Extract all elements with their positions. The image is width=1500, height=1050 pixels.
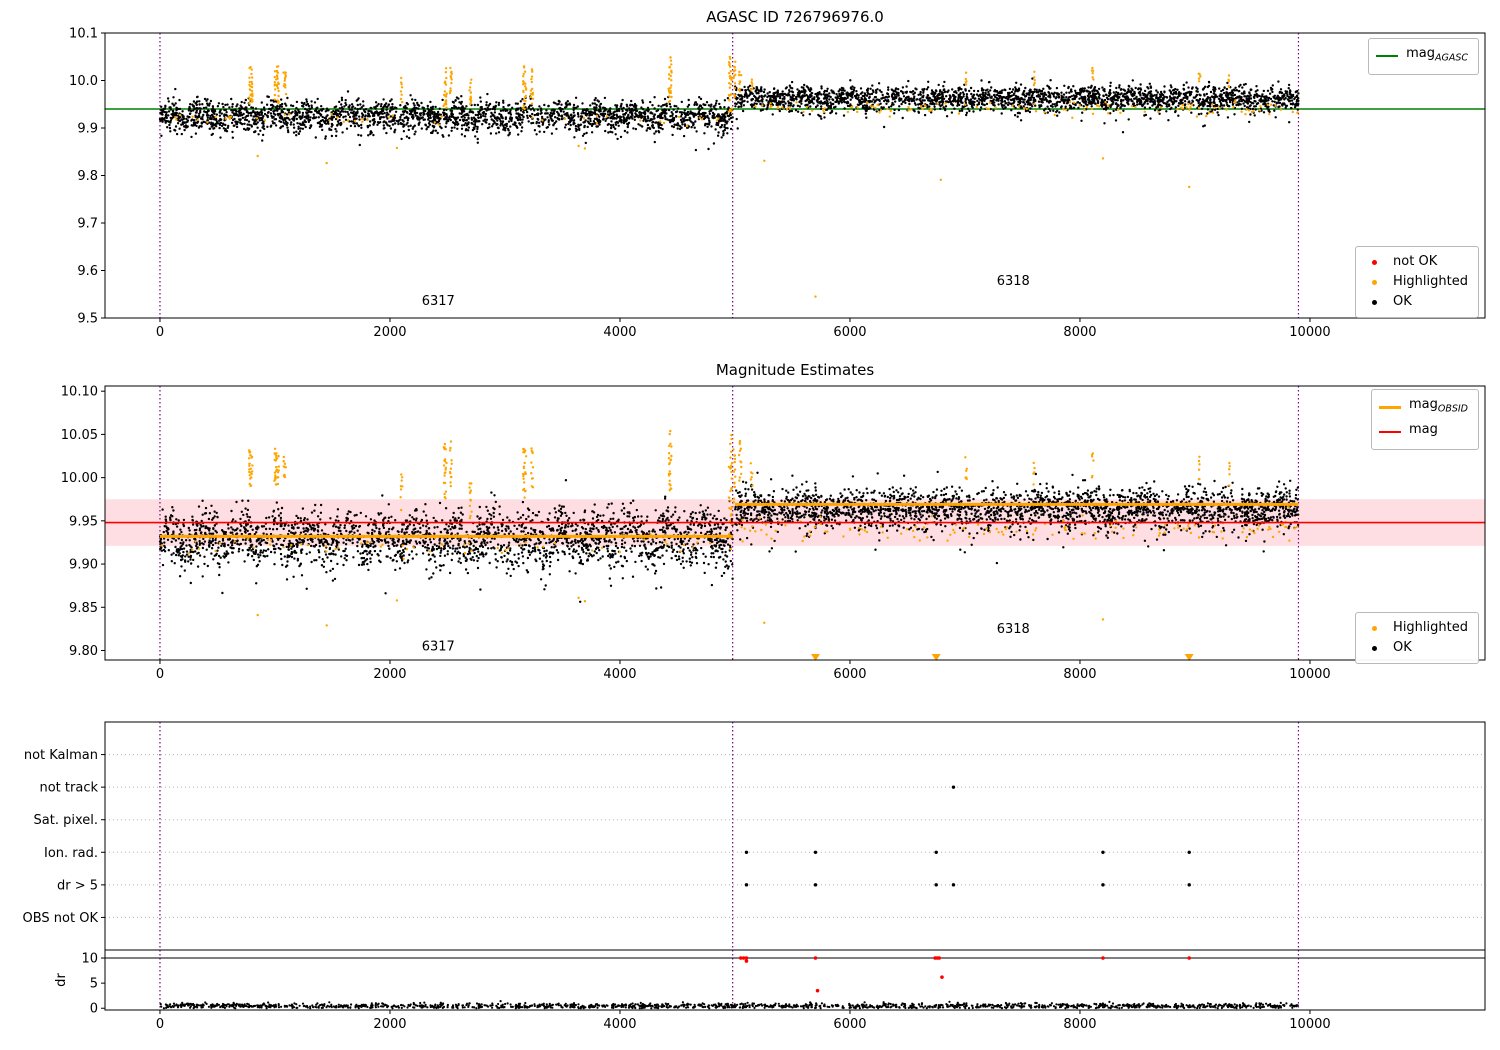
svg-text:dr > 5: dr > 5 [57, 878, 98, 893]
legend-label: magOBSID [1408, 397, 1468, 415]
svg-text:9.95: 9.95 [69, 514, 98, 529]
svg-text:8000: 8000 [1063, 1017, 1096, 1032]
svg-text:9.9: 9.9 [77, 122, 98, 137]
svg-text:4000: 4000 [603, 1017, 636, 1032]
svg-text:4000: 4000 [603, 667, 636, 682]
legend-item: magAGASC [1375, 44, 1468, 69]
svg-text:6000: 6000 [833, 667, 866, 682]
legend-label: OK [1393, 294, 1412, 309]
legend-label: Highlighted [1393, 274, 1468, 289]
chart-mags-vs-agasc: 6317 6318 0 2000 4000 6000 8000 10000 9.5 9.6 9.7 9… [69, 27, 1486, 340]
legend-item: mag [1378, 420, 1468, 445]
svg-text:dr: dr [54, 973, 69, 987]
svg-text:not Kalman: not Kalman [24, 748, 98, 763]
legend-item: Highlighted [1362, 618, 1468, 638]
svg-text:9.8: 9.8 [77, 169, 98, 184]
svg-text:2000: 2000 [373, 667, 406, 682]
legend-item: Highlighted [1362, 272, 1468, 292]
svg-text:10.05: 10.05 [61, 428, 98, 443]
svg-text:Sat. pixel.: Sat. pixel. [34, 813, 98, 828]
highlighted-dot-swatch [1362, 279, 1386, 285]
svg-text:OBS not OK: OBS not OK [23, 911, 99, 926]
svg-text:5: 5 [90, 977, 98, 992]
svg-text:6318: 6318 [997, 622, 1030, 637]
svg-text:6318: 6318 [997, 274, 1030, 289]
svg-text:10000: 10000 [1289, 1017, 1330, 1032]
svg-text:10.10: 10.10 [61, 385, 98, 400]
not-ok-dot-swatch [1362, 259, 1386, 265]
svg-text:10: 10 [81, 952, 98, 967]
svg-text:10000: 10000 [1289, 667, 1330, 682]
svg-text:8000: 8000 [1063, 325, 1096, 340]
svg-text:10000: 10000 [1289, 325, 1330, 340]
legend-item: not OK [1362, 252, 1468, 272]
svg-text:10.0: 10.0 [69, 74, 98, 89]
svg-text:9.90: 9.90 [69, 558, 98, 573]
legend-mag-agasc: magAGASC [1368, 38, 1479, 75]
ok-dot-swatch [1362, 299, 1386, 305]
legend-point-status-middle: Highlighted OK [1355, 612, 1479, 664]
svg-text:Ion. rad.: Ion. rad. [44, 846, 98, 861]
svg-text:10.1: 10.1 [69, 27, 98, 42]
legend-label: Highlighted [1393, 620, 1468, 635]
svg-text:10.00: 10.00 [61, 471, 98, 486]
svg-text:6317: 6317 [422, 639, 455, 654]
svg-text:0: 0 [156, 667, 164, 682]
svg-text:9.80: 9.80 [69, 644, 98, 659]
svg-text:0: 0 [90, 1002, 98, 1017]
svg-text:0: 0 [156, 325, 164, 340]
mag-line-swatch [1378, 430, 1402, 433]
svg-text:9.6: 9.6 [77, 264, 98, 279]
svg-text:6000: 6000 [833, 1017, 866, 1032]
middle-chart-title: Magnitude Estimates [715, 361, 875, 379]
legend-label: not OK [1393, 254, 1438, 269]
mag-agasc-line-swatch [1375, 55, 1399, 58]
svg-text:9.85: 9.85 [69, 601, 98, 616]
mag-obsid-line-swatch [1378, 405, 1402, 409]
chart-magnitude-estimates: 6317 6318 0 2000 4000 6000 8000 10000 9.80 9.85 9.… [61, 385, 1486, 682]
svg-text:9.5: 9.5 [77, 312, 98, 327]
legend-label: OK [1393, 640, 1412, 655]
svg-text:6000: 6000 [833, 325, 866, 340]
legend-item: OK [1362, 292, 1468, 312]
svg-text:2000: 2000 [373, 325, 406, 340]
svg-text:2000: 2000 [373, 1017, 406, 1032]
svg-text:6317: 6317 [422, 294, 455, 309]
svg-text:0: 0 [156, 1017, 164, 1032]
chart-flags-and-dr: not Kalman not track Sat. pixel. Ion. rad. d… [23, 721, 1486, 1032]
legend-point-status-top: not OK Highlighted OK [1355, 246, 1479, 318]
svg-text:8000: 8000 [1063, 667, 1096, 682]
svg-text:4000: 4000 [603, 325, 636, 340]
highlighted-dot-swatch [1362, 625, 1386, 631]
svg-text:9.7: 9.7 [77, 217, 98, 232]
legend-label: mag [1408, 421, 1438, 437]
svg-text:not track: not track [39, 781, 98, 796]
legend-label: magAGASC [1406, 46, 1468, 64]
legend-mag-lines: magOBSID mag [1370, 389, 1479, 451]
legend-item: magOBSID [1378, 395, 1468, 420]
ok-dot-swatch [1362, 645, 1386, 651]
legend-item: OK [1362, 638, 1468, 658]
top-chart-title: AGASC ID 726796976.0 [706, 8, 884, 26]
